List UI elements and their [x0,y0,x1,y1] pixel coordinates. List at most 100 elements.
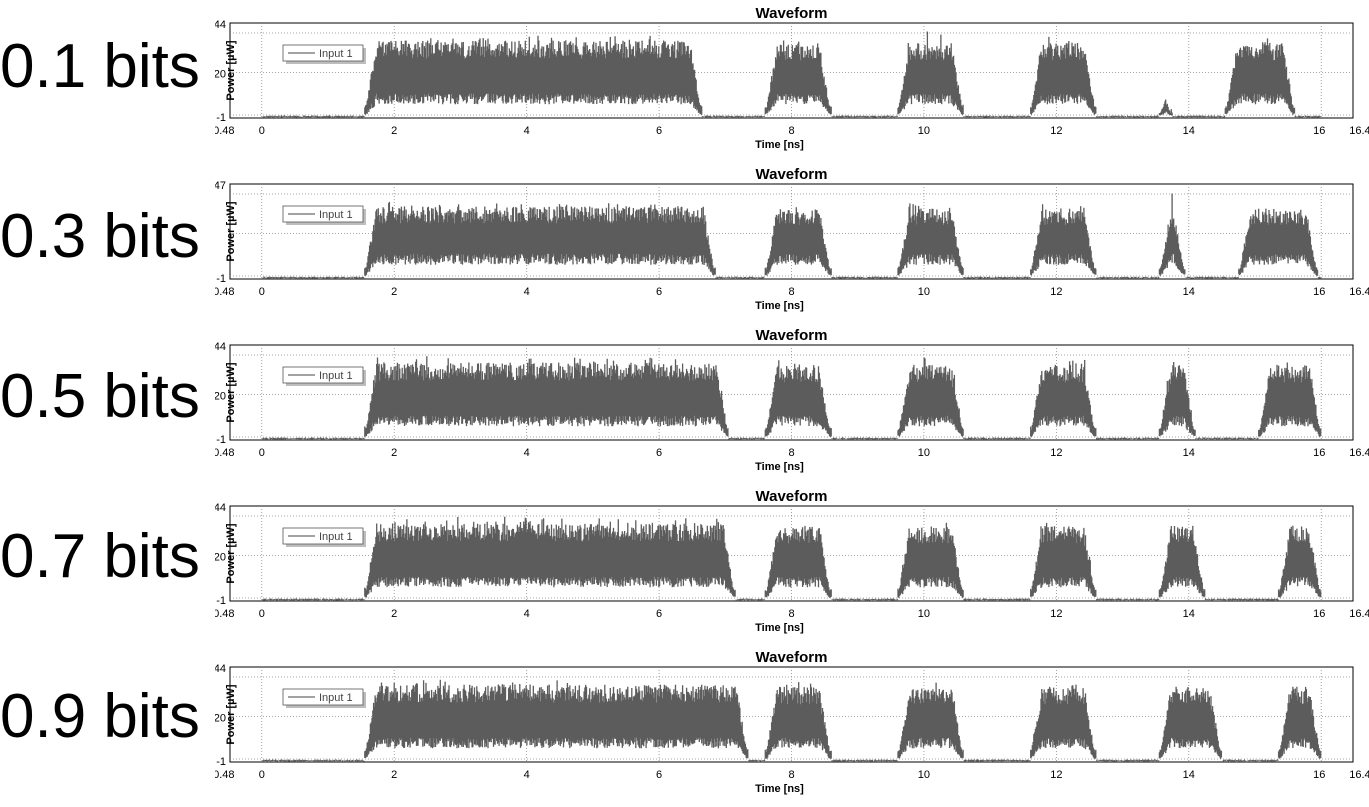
series-input-1-trace [262,31,1322,118]
x-tick-label: 8 [788,608,794,620]
y-tick-label: 44 [215,663,226,675]
x-axis-label: Time [ns] [755,461,804,473]
chart-title: Waveform [756,166,828,183]
legend-label: Input 1 [319,48,353,60]
x-tick-label: 2 [391,769,397,781]
legend: Input 1 [282,527,366,547]
x-tick-label: 4 [524,286,530,298]
y-axis-label: Power [µW] [225,523,237,583]
row-label-2: 0.3 bits [0,202,200,271]
x-tick-label: 14 [1183,608,1195,620]
x-tick-label: 0 [259,125,265,137]
legend: Input 1 [282,688,366,708]
x-tick-label: 4 [524,769,530,781]
y-tick-label: 20 [215,552,226,564]
waveform-chart-4: Waveform Input 1 -1 20 44 -0.48 0 2 4 6 8 10 12 14 16 1… [215,488,1369,634]
x-tick-label: 6 [656,447,662,459]
x-tick-label: 0 [259,769,265,781]
y-tick-label: -1 [216,112,226,124]
legend-box [282,527,364,545]
y-tick-label: -1 [216,756,226,768]
x-tick-label: -0.48 [215,447,235,459]
y-tick-label: 20 [215,391,226,403]
chart-title: Waveform [756,649,828,666]
x-tick-label: -0.48 [215,125,235,137]
x-axis-label: Time [ns] [755,622,804,634]
x-tick-label: 8 [788,769,794,781]
x-tick-label: 16 [1313,608,1325,620]
x-tick-label: 0 [259,286,265,298]
x-tick-label: 2 [391,286,397,298]
legend: Input 1 [282,366,366,386]
series-input-1-trace [262,356,1322,440]
x-tick-label: 10 [918,286,930,298]
y-axis-label: Power [µW] [225,362,237,422]
x-tick-label: 16.48 [1349,769,1369,781]
x-tick-label: 8 [788,447,794,459]
x-tick-label: 10 [918,608,930,620]
legend-label: Input 1 [319,370,353,382]
x-tick-label: 14 [1183,286,1195,298]
y-tick-label: 44 [215,341,226,353]
x-tick-label: 2 [391,447,397,459]
x-tick-label: 12 [1050,286,1062,298]
x-tick-label: 16.48 [1349,125,1369,137]
waveform-chart-5: Waveform Input 1 -1 20 44 -0.48 0 2 4 6 8 10 12 14 16 1… [215,649,1369,795]
x-tick-label: 16.48 [1349,608,1369,620]
series-input-1-trace [262,679,1322,762]
x-tick-label: 14 [1183,769,1195,781]
x-tick-label: 6 [656,608,662,620]
x-axis-label: Time [ns] [755,300,804,312]
row-label-4: 0.7 bits [0,522,200,591]
x-tick-label: 2 [391,608,397,620]
x-tick-label: 12 [1050,125,1062,137]
y-tick-label: 44 [215,19,226,31]
series-input-1-trace [262,516,1322,601]
x-tick-label: 10 [918,447,930,459]
x-tick-label: -0.48 [215,769,235,781]
y-axis-label: Power [µW] [225,40,237,100]
y-tick-label: 20 [215,69,226,81]
legend-label: Input 1 [319,209,353,221]
x-tick-label: 14 [1183,125,1195,137]
x-tick-label: 8 [788,286,794,298]
y-axis-label: Power [µW] [225,201,237,261]
y-axis-label: Power [µW] [225,684,237,744]
chart-title: Waveform [756,327,828,344]
x-tick-label: 6 [656,769,662,781]
row-label-3: 0.5 bits [0,362,200,431]
x-tick-label: 6 [656,125,662,137]
waveform-chart-2: Waveform Input 1 -1 47 -0.48 0 2 4 6 8 10 12 14 16 16.… [215,166,1369,312]
y-tick-label: 44 [215,502,226,514]
y-tick-label: 20 [215,713,226,725]
x-tick-label: 14 [1183,447,1195,459]
y-tick-label: -1 [216,434,226,446]
legend-label: Input 1 [319,692,353,704]
legend-box [282,44,364,62]
chart-title: Waveform [756,5,828,22]
x-tick-label: 4 [524,125,530,137]
legend-label: Input 1 [319,531,353,543]
x-tick-label: 4 [524,447,530,459]
x-axis-label: Time [ns] [755,783,804,795]
x-axis-label: Time [ns] [755,139,804,151]
x-tick-label: 12 [1050,447,1062,459]
legend-box [282,366,364,384]
x-tick-label: 4 [524,608,530,620]
row-label-5: 0.9 bits [0,682,200,751]
legend: Input 1 [282,205,366,225]
y-tick-label: -1 [216,273,226,285]
chart-title: Waveform [756,488,828,505]
x-tick-label: 12 [1050,608,1062,620]
x-tick-label: 16.48 [1349,286,1369,298]
x-tick-label: 10 [918,125,930,137]
x-tick-label: 16 [1313,125,1325,137]
x-tick-label: 16 [1313,769,1325,781]
legend-box [282,688,364,706]
legend: Input 1 [282,44,366,64]
x-tick-label: 0 [259,608,265,620]
x-tick-label: 16 [1313,286,1325,298]
waveform-chart-1: Waveform Input 1 -1 20 44 -0.48 0 2 4 6 8 10 12 14 16 1… [215,5,1369,151]
legend-box [282,205,364,223]
row-label-1: 0.1 bits [0,32,200,101]
